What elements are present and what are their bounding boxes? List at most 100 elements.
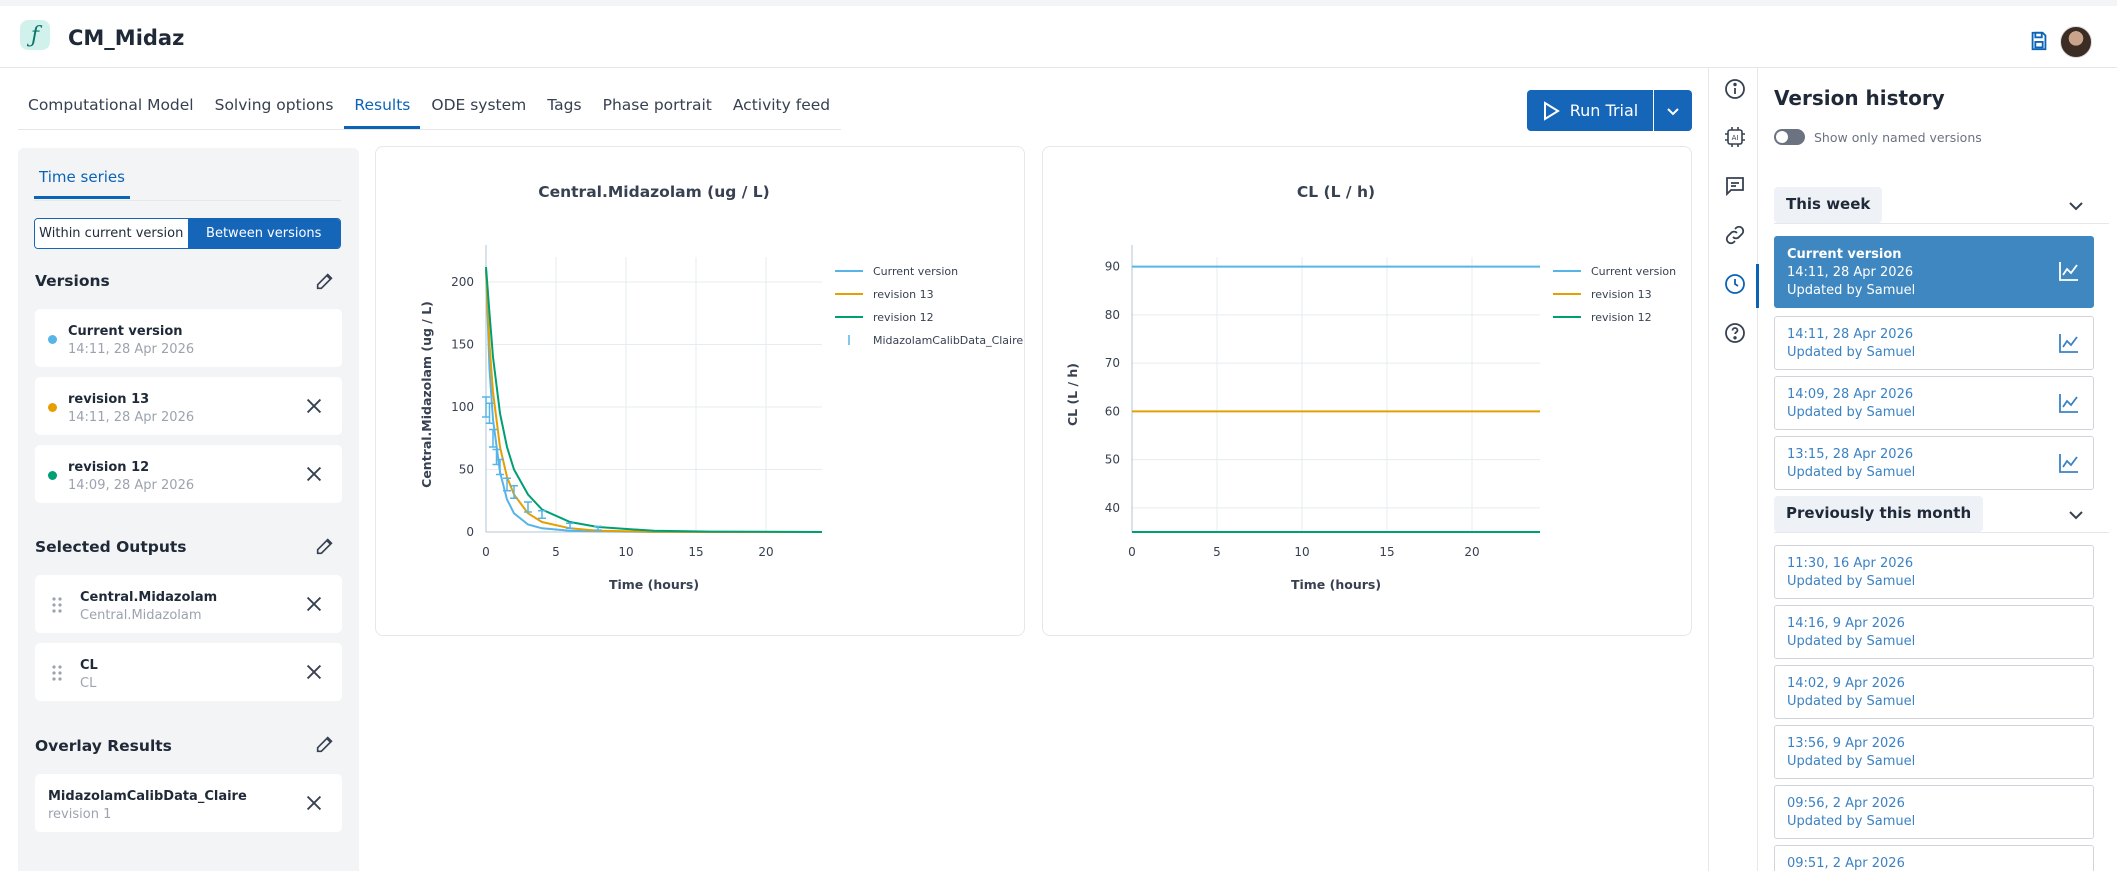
tab-solving-options[interactable]: Solving options [214, 96, 334, 114]
x-axis-label: Time (hours) [1291, 577, 1381, 592]
version-date: 14:09, 28 Apr 2026 [68, 478, 195, 493]
drag-handle-icon[interactable] [52, 596, 62, 614]
y-tick-label: 150 [451, 338, 474, 352]
version-item[interactable]: 14:09, 28 Apr 2026 Updated by Samuel [1774, 376, 2094, 430]
group-this-week[interactable]: This week [1774, 187, 1883, 223]
history-icon[interactable] [1723, 272, 1747, 296]
subtab-time-series[interactable]: Time series [34, 168, 130, 199]
line-chart-icon[interactable] [2057, 391, 2081, 415]
legend-label: revision 12 [873, 311, 934, 324]
side-icon-strip: AI [1708, 68, 1759, 871]
output-card-central-midazolam[interactable]: Central.Midazolam Central.Midazolam [35, 575, 342, 633]
version-card-current[interactable]: Current version 14:11, 28 Apr 2026 [35, 309, 342, 367]
function-logo-icon[interactable]: ƒ [20, 20, 50, 50]
between-versions-option[interactable]: Between versions [187, 219, 340, 248]
edit-versions-pencil-icon[interactable] [314, 270, 336, 292]
within-current-version-option[interactable]: Within current version [35, 219, 188, 248]
x-tick-label: 20 [1464, 545, 1479, 559]
run-trial-button[interactable]: Run Trial [1527, 90, 1653, 131]
output-name: CL [80, 658, 98, 673]
remove-output-close-icon[interactable] [303, 593, 325, 615]
chevron-down-icon[interactable] [2067, 506, 2085, 524]
y-axis-label: CL (L / h) [1065, 363, 1080, 426]
output-sub: CL [80, 676, 97, 691]
x-tick-label: 5 [1213, 545, 1221, 559]
version-card-revision-13[interactable]: revision 13 14:11, 28 Apr 2026 [35, 377, 342, 435]
save-icon[interactable] [2028, 30, 2050, 52]
ai-chip-icon[interactable]: AI [1723, 125, 1747, 149]
version-item[interactable]: 13:15, 28 Apr 2026 Updated by Samuel [1774, 436, 2094, 490]
line-chart-icon[interactable] [2057, 259, 2081, 283]
x-tick-label: 10 [618, 545, 633, 559]
user-avatar[interactable] [2060, 26, 2092, 58]
named-versions-toggle-label: Show only named versions [1814, 130, 1982, 145]
legend-label: Current version [1591, 265, 1676, 278]
tab-tags[interactable]: Tags [547, 96, 582, 114]
edit-outputs-pencil-icon[interactable] [314, 535, 336, 557]
active-indicator [1756, 264, 1759, 308]
remove-version-close-icon[interactable] [303, 395, 325, 417]
version-name: Current version [68, 324, 183, 339]
run-trial-label: Run Trial [1569, 101, 1639, 120]
version-item-current[interactable]: Current version 14:11, 28 Apr 2026 Updat… [1774, 236, 2094, 308]
version-item[interactable]: 09:51, 2 Apr 2026 [1774, 845, 2094, 871]
app-title: CM_Midaz [68, 26, 185, 50]
overlay-card[interactable]: MidazolamCalibData_Claire revision 1 [35, 774, 342, 832]
line-chart-icon[interactable] [2057, 451, 2081, 475]
version-item-author: Updated by Samuel [1787, 465, 1916, 480]
overlay-name: MidazolamCalibData_Claire [48, 789, 247, 804]
cl-chart[interactable]: CL (L / h) 0 5 10 15 20 40 50 60 70 80 90 Time (hour… [1043, 147, 1693, 637]
tab-computational-model[interactable]: Computational Model [28, 96, 194, 114]
group-divider [1774, 223, 2109, 224]
version-item[interactable]: 09:56, 2 Apr 2026 Updated by Samuel [1774, 785, 2094, 839]
output-card-cl[interactable]: CL CL [35, 643, 342, 701]
y-tick-label: 40 [1105, 501, 1120, 515]
x-tick-label: 15 [688, 545, 703, 559]
chevron-down-icon[interactable] [2067, 197, 2085, 215]
run-trial-dropdown[interactable] [1654, 90, 1692, 131]
tab-phase-portrait[interactable]: Phase portrait [602, 96, 712, 114]
version-item-date: 11:30, 16 Apr 2026 [1787, 556, 1914, 571]
line-chart-icon[interactable] [2057, 331, 2081, 355]
version-date: 14:11, 28 Apr 2026 [68, 342, 195, 357]
remove-output-close-icon[interactable] [303, 661, 325, 683]
version-color-dot [48, 403, 57, 412]
remove-overlay-close-icon[interactable] [303, 792, 325, 814]
y-tick-label: 60 [1105, 404, 1120, 418]
y-tick-label: 200 [451, 275, 474, 289]
x-tick-label: 20 [758, 545, 773, 559]
y-tick-label: 0 [466, 525, 474, 539]
version-item[interactable]: 13:56, 9 Apr 2026 Updated by Samuel [1774, 725, 2094, 779]
version-color-dot [48, 335, 57, 344]
version-mode-toggle: Within current version Between versions [34, 218, 341, 249]
remove-version-close-icon[interactable] [303, 463, 325, 485]
version-item-date: 09:56, 2 Apr 2026 [1787, 796, 1905, 811]
tab-results[interactable]: Results [344, 86, 421, 129]
drag-handle-icon[interactable] [52, 664, 62, 682]
info-icon[interactable] [1723, 77, 1747, 101]
comment-icon[interactable] [1723, 174, 1747, 198]
edit-overlays-pencil-icon[interactable] [314, 733, 336, 755]
group-previously-this-month[interactable]: Previously this month [1774, 496, 1984, 532]
legend-label: Current version [873, 265, 958, 278]
version-item[interactable]: 14:02, 9 Apr 2026 Updated by Samuel [1774, 665, 2094, 719]
version-card-revision-12[interactable]: revision 12 14:09, 28 Apr 2026 [35, 445, 342, 503]
svg-text:AI: AI [1732, 134, 1739, 142]
version-item-date: 14:09, 28 Apr 2026 [1787, 387, 1914, 402]
version-item[interactable]: 14:11, 28 Apr 2026 Updated by Samuel [1774, 316, 2094, 370]
named-versions-toggle[interactable] [1774, 129, 1805, 145]
tab-ode-system[interactable]: ODE system [431, 96, 527, 114]
y-tick-label: 90 [1105, 260, 1120, 274]
chart-title: CL (L / h) [1297, 183, 1375, 201]
central-midazolam-chart[interactable]: Central.Midazolam (ug / L)0 5 10 15 20050100… [376, 147, 1026, 637]
legend-label: revision 12 [1591, 311, 1652, 324]
version-item-date: 14:11, 28 Apr 2026 [1787, 327, 1914, 342]
subtab-divider [34, 200, 341, 201]
output-name: Central.Midazolam [80, 590, 218, 605]
version-item[interactable]: 14:16, 9 Apr 2026 Updated by Samuel [1774, 605, 2094, 659]
link-icon[interactable] [1723, 223, 1747, 247]
help-icon[interactable] [1723, 321, 1747, 345]
chart-panel-cl: CL (L / h) 0 5 10 15 20 40 50 60 70 80 90 Time (hour… [1042, 146, 1692, 636]
tab-activity-feed[interactable]: Activity feed [732, 96, 831, 114]
version-item[interactable]: 11:30, 16 Apr 2026 Updated by Samuel [1774, 545, 2094, 599]
